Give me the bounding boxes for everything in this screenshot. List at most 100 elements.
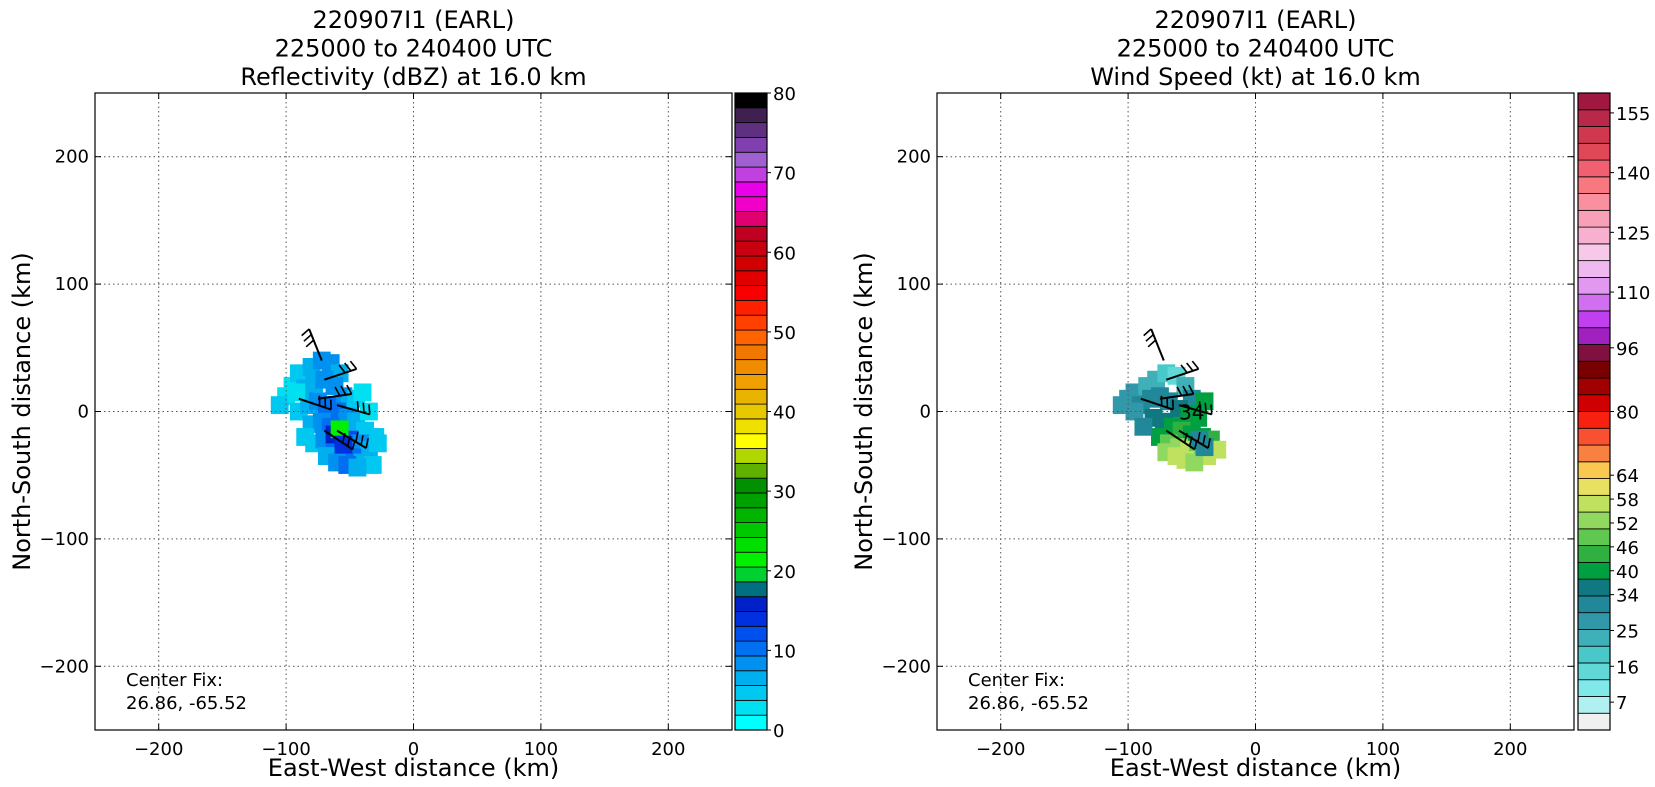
colorbar-cell <box>734 299 768 316</box>
x-tick-label: −100 <box>261 739 310 760</box>
colorbar-cell <box>734 240 768 257</box>
colorbar-cell <box>734 462 768 479</box>
field-cell <box>296 428 315 446</box>
y-tick-label: −100 <box>40 529 89 550</box>
chart-title-line: 225000 to 240400 UTC <box>1117 35 1395 63</box>
wind-barb-flag <box>346 384 353 395</box>
colorbar-cell <box>734 625 768 642</box>
colorbar-tick-label: 60 <box>773 243 796 264</box>
colorbar-cell <box>1577 176 1611 194</box>
colorbar-cell <box>1577 578 1611 597</box>
wind-barb-flag <box>355 431 359 443</box>
center-fix-annotation: 26.86, -65.52 <box>968 693 1089 714</box>
y-tick-label: −200 <box>882 656 931 677</box>
field-cell <box>363 456 382 474</box>
colorbar-cell <box>734 344 768 361</box>
colorbar-cell <box>1577 92 1611 111</box>
wind-barb-flag <box>1186 362 1194 372</box>
colorbar-cell <box>734 448 768 464</box>
colorbar-cell <box>734 655 768 672</box>
colorbar-cell <box>734 166 768 183</box>
colorbar-tick-label: 50 <box>773 323 796 344</box>
colorbar-cell <box>734 403 768 420</box>
colorbar-tick-label: 58 <box>1616 490 1639 511</box>
colorbar-cell <box>1577 193 1611 211</box>
wind-barb <box>1178 404 1213 416</box>
colorbar: 0 10 20 30 40 50 60 70 80 <box>734 84 796 742</box>
wind-barb-flag <box>1143 328 1152 337</box>
colorbar-cell <box>734 151 768 168</box>
wind-barb-flag <box>301 328 310 337</box>
wind-barb-flag <box>1145 333 1154 342</box>
colorbar-cell <box>1577 645 1611 664</box>
colorbar-cell <box>1577 545 1611 563</box>
colorbar-cell <box>734 611 768 627</box>
colorbar-cell <box>1577 461 1611 479</box>
wind-barb-flag <box>305 339 315 348</box>
y-tick-label: 100 <box>55 274 89 295</box>
y-tick-label: −200 <box>40 656 89 677</box>
wind-barb-flag <box>1204 402 1207 413</box>
colorbar-cell <box>734 359 768 375</box>
wind-barb <box>308 328 323 361</box>
colorbar-cell <box>734 388 768 405</box>
wind-barb-flag <box>356 401 360 412</box>
colorbar-cell <box>1577 411 1611 429</box>
x-tick-label: −200 <box>976 739 1025 760</box>
colorbar-cell <box>734 581 768 598</box>
colorbar-cell <box>1577 209 1611 228</box>
wind-barb-flag <box>365 438 369 449</box>
plot-area <box>937 93 1574 730</box>
colorbar-cell <box>734 329 768 346</box>
y-tick-label: 100 <box>897 274 931 295</box>
colorbar-tick-label: 25 <box>1616 621 1639 642</box>
colorbar-cell <box>1577 394 1611 412</box>
colorbar-cell <box>734 551 768 568</box>
colorbar-cell <box>734 270 768 286</box>
wind-barb <box>317 392 352 400</box>
colorbar-cell <box>1577 344 1611 362</box>
colorbar-cell <box>1577 612 1611 630</box>
colorbar-cell <box>1577 696 1611 714</box>
y-tick-label: −100 <box>882 529 931 550</box>
chart-title-line: 220907I1 (EARL) <box>1155 6 1357 34</box>
colorbar-cell <box>1577 142 1611 161</box>
colorbar-cell <box>734 374 768 390</box>
colorbar-cell <box>734 685 768 701</box>
field-cell <box>1189 408 1208 427</box>
center-fix-annotation: 26.86, -65.52 <box>126 693 247 714</box>
chart-panel-2: 220907I1 (EARL)225000 to 240400 UTCWind … <box>850 6 1650 782</box>
wind-barb <box>336 404 371 416</box>
y-tick-label: 200 <box>55 147 89 168</box>
plot-area <box>95 93 732 730</box>
x-tick-label: 200 <box>1493 739 1527 760</box>
colorbar-cell <box>1577 427 1611 446</box>
wind-barb-flag <box>1210 404 1213 415</box>
colorbar-cell <box>734 92 768 109</box>
colorbar-cell <box>734 477 768 494</box>
colorbar-cell <box>734 225 768 242</box>
colorbar-cell <box>734 137 768 153</box>
x-tick-label: 100 <box>524 739 558 760</box>
colorbar-cell <box>734 670 768 686</box>
colorbar-tick-label: 16 <box>1616 657 1639 678</box>
colorbar-tick-label: 80 <box>1616 403 1639 424</box>
colorbar-cell <box>734 507 768 524</box>
colorbar-tick-label: 0 <box>773 721 784 742</box>
colorbar-cell <box>1577 276 1611 295</box>
contour-label: 34 <box>1179 401 1204 425</box>
wind-barb-flag <box>1147 339 1157 348</box>
colorbar-cell <box>1577 679 1611 697</box>
colorbar-cell <box>734 596 768 612</box>
colorbar-cell <box>1577 377 1611 396</box>
wind-barb-flag <box>1182 385 1189 396</box>
colorbar-cell <box>734 255 768 272</box>
wind-barb-flag <box>1197 431 1201 443</box>
wind-barb <box>1150 328 1165 361</box>
wind-barb-flag <box>1176 386 1183 397</box>
wind-barb <box>1159 392 1194 400</box>
center-fix-annotation: Center Fix: <box>126 670 223 691</box>
colorbar-cell <box>1577 511 1611 530</box>
wind-barbs <box>1140 328 1213 451</box>
data-field <box>270 351 387 477</box>
